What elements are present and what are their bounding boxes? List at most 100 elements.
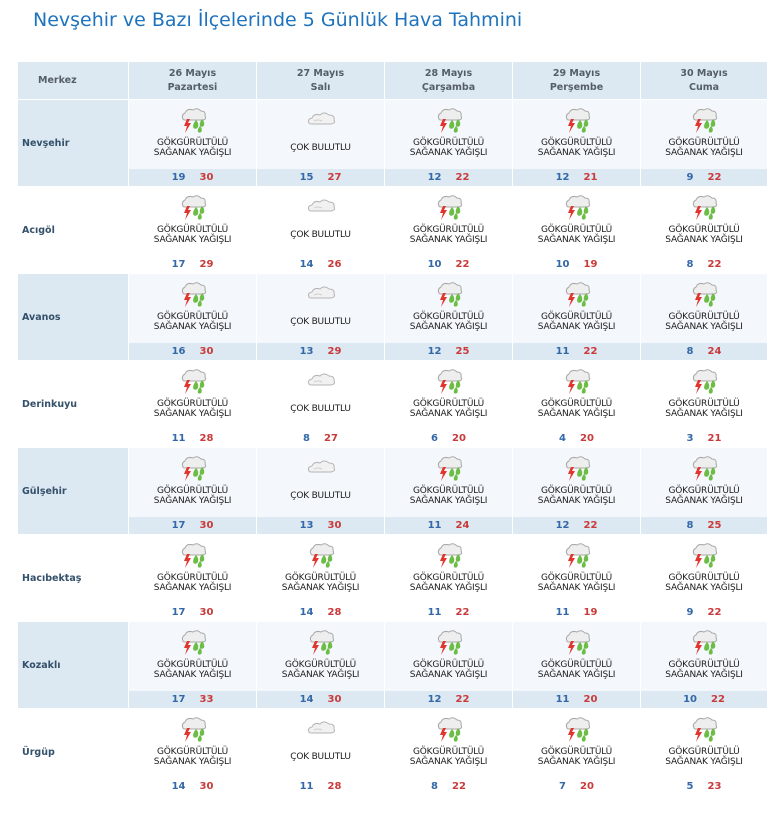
forecast-cell: GÖKGÜRÜLTÜLÜ SAĞANAK YAĞIŞLI 14 28 [256,534,385,622]
min-temp: 14 [299,259,314,270]
weather-desc-line: GÖKGÜRÜLTÜLÜ [668,660,740,670]
forecast-cell: GÖKGÜRÜLTÜLÜ SAĞANAK YAĞIŞLI 4 20 [512,360,641,448]
min-temp: 10 [427,259,442,270]
weather-desc-line: SAĞANAK YAĞIŞLI [537,757,616,767]
thunder-shower-icon [177,193,209,221]
forecast-cell: GÖKGÜRÜLTÜLÜ SAĞANAK YAĞIŞLI 5 23 [640,708,768,796]
max-temp: 19 [583,259,598,270]
weather-desc-line: GÖKGÜRÜLTÜLÜ [157,312,228,322]
min-temp: 14 [299,607,314,618]
weather-desc-line: GÖKGÜRÜLTÜLÜ [541,747,612,757]
min-temp: 11 [427,607,442,618]
weather-desc-line: SAĞANAK YAĞIŞLI [537,670,616,680]
weather-desc-line: GÖKGÜRÜLTÜLÜ [157,486,228,496]
temperature-range: 14 28 [257,604,384,621]
thunder-shower-icon [177,454,209,482]
forecast-cell: ÇOK BULUTLU 13 29 [256,273,385,361]
temperature-range: 16 30 [129,343,256,360]
cloudy-icon [305,367,337,395]
temperature-range: 8 24 [641,343,767,360]
weather-description: GÖKGÜRÜLTÜLÜ SAĞANAK YAĞIŞLI [129,747,256,767]
header-weekday: Perşembe [549,81,604,93]
forecast-cell: GÖKGÜRÜLTÜLÜ SAĞANAK YAĞIŞLI 8 24 [640,273,768,361]
weather-description: GÖKGÜRÜLTÜLÜ SAĞANAK YAĞIŞLI [513,138,640,158]
weather-desc-line: GÖKGÜRÜLTÜLÜ [668,573,740,583]
temperature-range: 12 22 [385,169,512,186]
weather-desc-line: GÖKGÜRÜLTÜLÜ [157,660,228,670]
weather-desc-line: GÖKGÜRÜLTÜLÜ [541,486,612,496]
forecast-cell: GÖKGÜRÜLTÜLÜ SAĞANAK YAĞIŞLI 12 22 [384,99,513,187]
thunder-shower-icon [688,367,720,395]
weather-desc-line: ÇOK BULUTLU [290,752,351,762]
weather-desc-line: SAĞANAK YAĞIŞLI [409,148,488,158]
min-temp: 3 [686,433,694,444]
min-temp: 11 [555,694,570,705]
min-temp: 17 [171,694,186,705]
forecast-cell: ÇOK BULUTLU 14 26 [256,186,385,274]
weather-desc-line: GÖKGÜRÜLTÜLÜ [157,138,228,148]
min-temp: 12 [555,172,570,183]
weather-desc-line: SAĞANAK YAĞIŞLI [281,670,360,680]
max-temp: 26 [327,259,342,270]
forecast-table: Merkez 26 Mayıs Pazartesi 27 Mayıs Salı 28… [17,61,768,796]
weather-description: GÖKGÜRÜLTÜLÜ SAĞANAK YAĞIŞLI [513,312,640,332]
city-name: Gülşehir [17,447,129,535]
weather-desc-line: GÖKGÜRÜLTÜLÜ [413,225,484,235]
table-row: Gülşehir GÖKGÜRÜLTÜLÜ SAĞANAK YAĞIŞLI 17 30 Ç… [17,447,768,535]
weather-description: ÇOK BULUTLU [257,230,384,240]
weather-desc-line: SAĞANAK YAĞIŞLI [537,148,616,158]
header-corner: Merkez [17,61,129,100]
forecast-cell: GÖKGÜRÜLTÜLÜ SAĞANAK YAĞIŞLI 11 20 [512,621,641,709]
weather-desc-line: SAĞANAK YAĞIŞLI [537,583,616,593]
cloudy-icon [305,454,337,482]
forecast-cell: ÇOK BULUTLU 11 28 [256,708,385,796]
forecast-cell: GÖKGÜRÜLTÜLÜ SAĞANAK YAĞIŞLI 10 22 [640,621,768,709]
min-temp: 12 [427,346,442,357]
forecast-cell: ÇOK BULUTLU 8 27 [256,360,385,448]
weather-desc-line: SAĞANAK YAĞIŞLI [537,496,616,506]
max-temp: 29 [327,346,342,357]
weather-description: GÖKGÜRÜLTÜLÜ SAĞANAK YAĞIŞLI [257,660,384,680]
min-temp: 8 [686,346,694,357]
weather-description: ÇOK BULUTLU [257,404,384,414]
weather-desc-line: SAĞANAK YAĞIŞLI [665,583,743,593]
temperature-range: 15 27 [257,169,384,186]
weather-desc-line: GÖKGÜRÜLTÜLÜ [157,225,228,235]
weather-desc-line: GÖKGÜRÜLTÜLÜ [541,312,612,322]
weather-desc-line: SAĞANAK YAĞIŞLI [409,409,488,419]
thunder-shower-icon [433,715,465,743]
weather-desc-line: SAĞANAK YAĞIŞLI [665,148,743,158]
city-name: Hacıbektaş [17,534,129,622]
min-temp: 12 [427,694,442,705]
temperature-range: 8 27 [257,430,384,447]
weather-desc-line: GÖKGÜRÜLTÜLÜ [668,138,740,148]
max-temp: 20 [580,781,594,792]
weather-desc-line: ÇOK BULUTLU [290,491,351,501]
weather-desc-line: GÖKGÜRÜLTÜLÜ [157,399,228,409]
max-temp: 30 [199,520,214,531]
temperature-range: 8 22 [641,256,767,273]
table-row: Nevşehir GÖKGÜRÜLTÜLÜ SAĞANAK YAĞIŞLI 19 30 Ç… [17,99,768,187]
weather-description: GÖKGÜRÜLTÜLÜ SAĞANAK YAĞIŞLI [385,138,512,158]
weather-desc-line: SAĞANAK YAĞIŞLI [537,409,616,419]
weather-desc-line: GÖKGÜRÜLTÜLÜ [668,225,740,235]
weather-desc-line: ÇOK BULUTLU [290,317,351,327]
weather-description: GÖKGÜRÜLTÜLÜ SAĞANAK YAĞIŞLI [129,660,256,680]
min-temp: 17 [171,259,186,270]
max-temp: 28 [199,433,214,444]
temperature-range: 11 28 [129,430,256,447]
temperature-range: 11 22 [513,343,640,360]
thunder-shower-icon [305,628,337,656]
forecast-cell: GÖKGÜRÜLTÜLÜ SAĞANAK YAĞIŞLI 12 22 [512,447,641,535]
min-temp: 6 [431,433,439,444]
thunder-shower-icon [433,367,465,395]
header-day: 28 Mayıs Çarşamba [384,61,513,100]
table-row: Hacıbektaş GÖKGÜRÜLTÜLÜ SAĞANAK YAĞIŞLI 17 3… [17,534,768,622]
header-day: 26 Mayıs Pazartesi [128,61,257,100]
thunder-shower-icon [561,454,593,482]
forecast-cell: GÖKGÜRÜLTÜLÜ SAĞANAK YAĞIŞLI 14 30 [256,621,385,709]
temperature-range: 9 22 [641,604,767,621]
weather-description: GÖKGÜRÜLTÜLÜ SAĞANAK YAĞIŞLI [257,573,384,593]
temperature-range: 11 20 [513,691,640,708]
temperature-range: 14 30 [257,691,384,708]
